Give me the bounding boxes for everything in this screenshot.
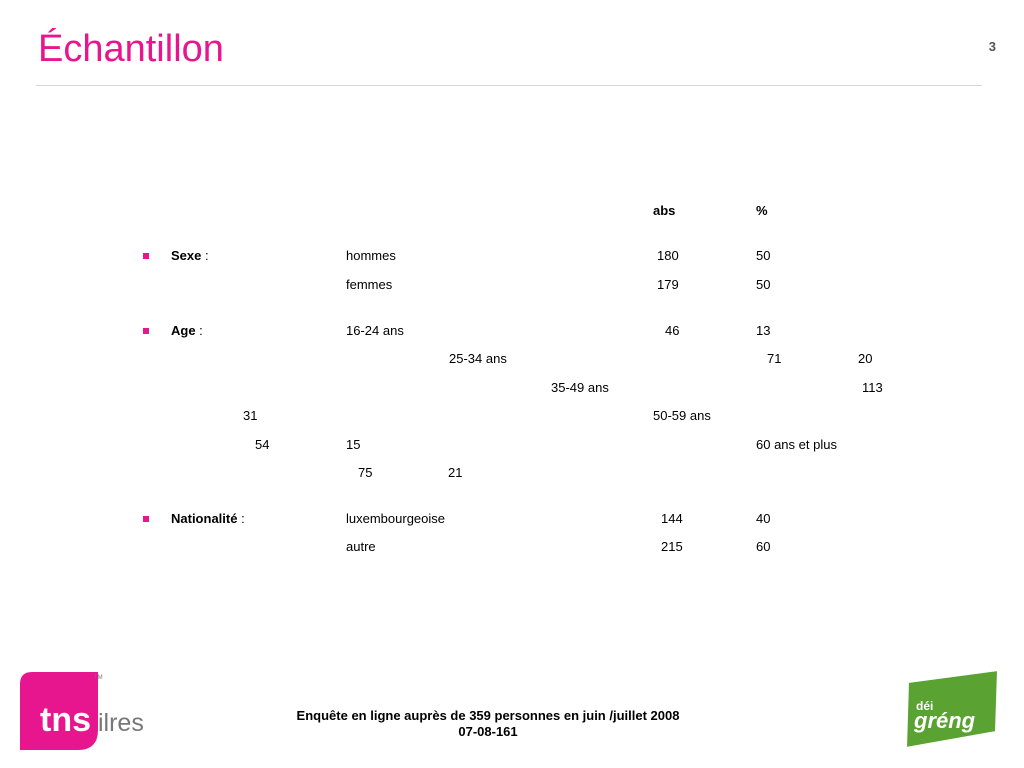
row-label: autre: [346, 539, 376, 554]
row-label: 16-24 ans: [346, 323, 404, 338]
bullet-sexe: [143, 253, 149, 259]
row-label: 25-34 ans: [449, 351, 507, 366]
section-label-nationalite: Nationalité :: [171, 511, 245, 526]
row-label: 50-59 ans: [653, 408, 711, 423]
row-pct: 50: [756, 277, 771, 292]
slide-title: Échantillon: [38, 28, 224, 70]
row-abs: 113: [862, 380, 883, 395]
section-label-sexe: Sexe :: [171, 248, 209, 263]
header-percent: %: [756, 203, 768, 218]
row-pct: 15: [346, 437, 361, 452]
page-number: 3: [988, 39, 996, 54]
row-label: femmes: [346, 277, 393, 292]
row-abs: 54: [255, 437, 270, 452]
row-pct: 20: [858, 351, 873, 366]
row-abs: 215: [661, 539, 683, 554]
row-pct: 13: [756, 323, 771, 338]
row-label: 60 ans et plus: [756, 437, 837, 452]
row-abs: 75: [358, 465, 373, 480]
header-abs: abs: [653, 203, 676, 218]
row-abs: 144: [661, 511, 683, 526]
svg-text:déi: déi: [916, 699, 933, 713]
row-abs: 179: [657, 277, 679, 292]
row-abs: 46: [665, 323, 680, 338]
row-pct: 60: [756, 539, 771, 554]
section-label-age: Age :: [171, 323, 203, 338]
row-pct: 40: [756, 511, 771, 526]
svg-text:ilres: ilres: [98, 709, 144, 737]
row-pct: 21: [448, 465, 463, 480]
row-abs: 180: [657, 248, 679, 263]
dei-greng-logo: déi gréng: [902, 668, 1002, 755]
row-pct: 50: [756, 248, 771, 263]
row-pct: 31: [243, 408, 258, 423]
row-abs: 71: [767, 351, 782, 366]
row-label: hommes: [346, 248, 396, 263]
footer-line-2: 07-08-161: [458, 724, 518, 739]
tns-ilres-logo: tns ilres TM: [18, 672, 148, 757]
svg-text:gréng: gréng: [913, 708, 976, 733]
bullet-age: [143, 328, 149, 334]
title-divider: [36, 85, 982, 86]
svg-text:TM: TM: [94, 675, 103, 681]
row-label: 35-49 ans: [551, 380, 609, 395]
row-label: luxembourgeoise: [346, 511, 446, 526]
footer-line-1: Enquête en ligne auprès de 359 personnes…: [296, 708, 680, 723]
svg-text:tns: tns: [40, 701, 91, 739]
bullet-nationalite: [143, 516, 149, 522]
footer-note: Enquête en ligne auprès de 359 personnes…: [250, 708, 726, 740]
